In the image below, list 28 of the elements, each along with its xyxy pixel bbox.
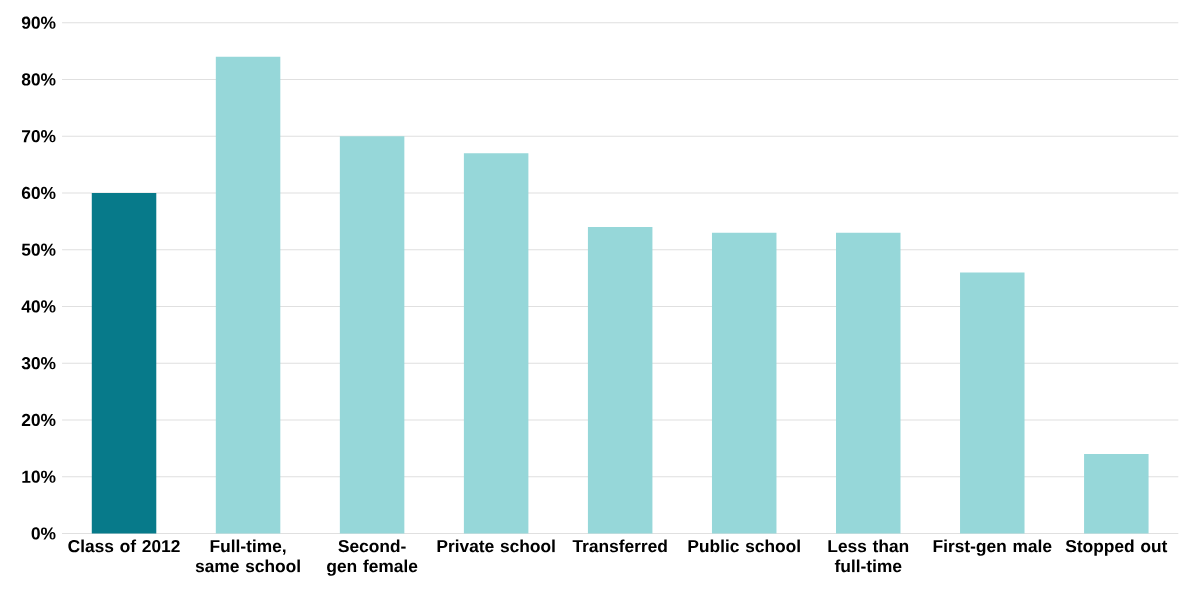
y-tick-label: 20% [21, 414, 56, 427]
y-tick-label: 30% [21, 357, 56, 370]
y-tick-label: 40% [21, 300, 56, 313]
y-tick-label: 10% [22, 470, 56, 484]
bar [215, 56, 281, 534]
bar [960, 272, 1025, 534]
x-tick-label: Public school [688, 539, 800, 553]
x-tick-label: Less than full-time [828, 539, 909, 573]
bar [339, 136, 405, 534]
bar [711, 232, 777, 534]
x-tick-label: Class of 2012 [68, 539, 180, 553]
y-tick-label: 0% [31, 527, 56, 540]
y-tick-label: 60% [21, 187, 56, 200]
bar [587, 227, 653, 534]
x-tick-label: Full-time, same school [195, 539, 300, 573]
x-tick-label: Second-gen female [327, 539, 418, 577]
bar [91, 193, 157, 534]
y-tick-label: 90% [21, 16, 56, 30]
x-tick-label: First-gen male [933, 539, 1052, 557]
x-tick-label: Stopped out [1065, 539, 1168, 556]
x-tick-label: Transferred [572, 539, 667, 553]
bar [463, 153, 529, 534]
x-tick-label: Private school [437, 539, 555, 553]
y-tick-label: 80% [21, 73, 56, 86]
y-tick-label: 50% [21, 243, 56, 257]
bar [836, 232, 901, 534]
y-tick-label: 70% [22, 130, 56, 143]
bar [1084, 454, 1149, 534]
